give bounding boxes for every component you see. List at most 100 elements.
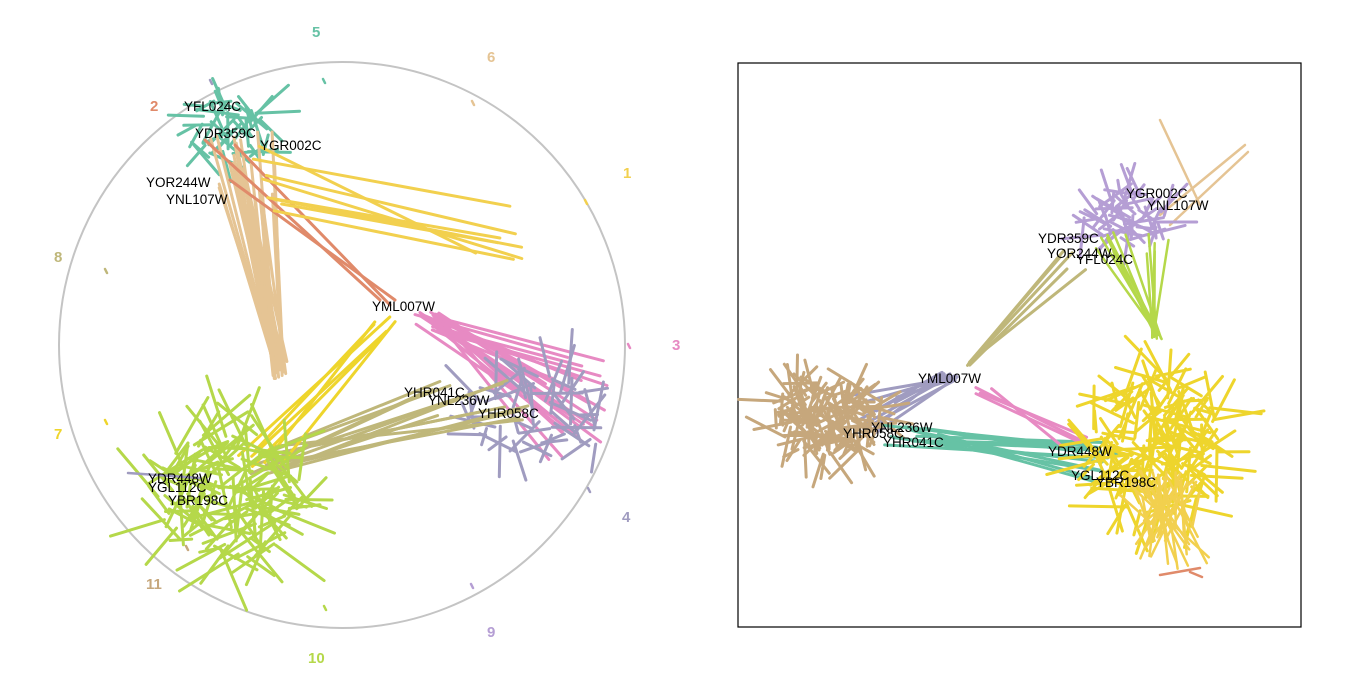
right-edge-yellow bbox=[1141, 359, 1162, 414]
right-edge-yellow bbox=[1193, 406, 1215, 416]
left-edge-lime bbox=[282, 418, 291, 484]
left-node-label: YBR198C bbox=[168, 493, 228, 508]
left-edge-lime bbox=[179, 464, 223, 477]
left-edge-lavender bbox=[511, 380, 523, 409]
right-edge-yellow bbox=[1142, 403, 1188, 419]
right-edge-brown bbox=[811, 452, 825, 489]
right-edge-brown bbox=[795, 353, 799, 392]
right-edge-violet bbox=[1113, 193, 1137, 216]
left-edge-lime bbox=[201, 393, 252, 437]
right-edge-brown bbox=[852, 384, 876, 416]
left-edge-teal bbox=[195, 108, 240, 117]
circle-marker bbox=[470, 99, 476, 107]
right-edge-yellow bbox=[1082, 424, 1121, 468]
right-edge-yellow bbox=[1197, 432, 1234, 458]
left-edge-teal bbox=[176, 124, 197, 137]
left-edge-pink bbox=[431, 325, 584, 368]
right-edge-violet bbox=[1132, 183, 1146, 200]
right-edge-violet bbox=[1099, 168, 1113, 202]
right-edge-violet bbox=[1117, 189, 1130, 209]
right-edge-violet bbox=[1122, 162, 1137, 202]
left-edge-teal bbox=[249, 109, 264, 147]
right-edge-olive bbox=[968, 255, 1062, 364]
right-edge-yellow bbox=[1123, 334, 1167, 380]
right-edge-yellow bbox=[1188, 428, 1222, 453]
right-edge-yellow bbox=[1211, 378, 1236, 423]
right-edge-yellow bbox=[1142, 409, 1173, 450]
circular-layout-panel: 1 2 3 4 5 6 7 8 9 10 11 YFL024C YDR359C … bbox=[54, 24, 680, 667]
left-edge-lime bbox=[200, 480, 218, 529]
left-edge-lime bbox=[199, 544, 230, 585]
left-edge-lavender bbox=[487, 435, 508, 452]
right-edge-tan bbox=[1168, 150, 1250, 227]
right-edge-violet bbox=[1071, 213, 1104, 237]
left-edge-lime bbox=[261, 448, 292, 455]
sector-label-5: 5 bbox=[312, 24, 320, 41]
right-edge-yellow bbox=[1093, 409, 1098, 434]
right-edge-brown bbox=[792, 372, 816, 396]
left-node-label: YOR244W bbox=[146, 175, 211, 190]
right-edge-teal bbox=[882, 424, 1099, 449]
left-edge-lavender bbox=[583, 388, 597, 428]
circle-marker bbox=[184, 544, 190, 552]
right-edge-brown bbox=[799, 375, 826, 393]
left-edge-yellow bbox=[250, 333, 386, 468]
sector-label-9: 9 bbox=[487, 624, 495, 641]
right-edges bbox=[737, 118, 1266, 579]
left-edge-lime bbox=[175, 542, 227, 572]
left-edge-tan bbox=[227, 161, 281, 372]
left-edge-lavender bbox=[517, 427, 552, 435]
right-edge-yellow bbox=[1190, 470, 1219, 498]
right-edge-gold bbox=[1190, 491, 1201, 529]
left-edges bbox=[109, 77, 609, 612]
left-edge-lime bbox=[270, 461, 297, 500]
left-edge-lime bbox=[216, 401, 259, 437]
right-edge-yellow bbox=[1075, 385, 1136, 408]
left-edge-lime bbox=[168, 537, 194, 542]
right-edge-yellow bbox=[1168, 453, 1176, 488]
left-edge-tan bbox=[232, 135, 277, 380]
right-edge-yellow bbox=[1045, 457, 1106, 476]
circle-marker bbox=[321, 77, 327, 85]
left-edge-lime bbox=[192, 410, 250, 447]
left-edge-teal bbox=[225, 115, 250, 120]
left-edge-lavender bbox=[511, 410, 520, 434]
left-edge-tan bbox=[257, 189, 281, 379]
left-node-label: YFL024C bbox=[184, 99, 241, 114]
right-edge-yellow bbox=[1163, 397, 1195, 409]
right-edge-brown bbox=[764, 391, 796, 403]
left-edge-lavender bbox=[483, 393, 503, 404]
right-edge-brown bbox=[802, 439, 831, 475]
right-edge-yellow bbox=[1154, 367, 1192, 378]
right-edge-violet bbox=[1130, 196, 1141, 211]
left-edge-teal bbox=[166, 113, 205, 118]
right-edge-gold bbox=[1171, 495, 1209, 565]
left-edge-olive bbox=[273, 418, 524, 448]
right-edge-yellow bbox=[1089, 401, 1136, 425]
left-node-label: YDR359C bbox=[195, 126, 256, 141]
right-edge-brown bbox=[818, 399, 837, 438]
right-edge-yellow bbox=[1133, 401, 1141, 440]
left-edge-teal bbox=[244, 104, 253, 129]
right-edge-yellow bbox=[1135, 409, 1162, 433]
sector-label-8: 8 bbox=[54, 249, 62, 266]
circle-marker bbox=[586, 486, 592, 494]
right-edge-pink bbox=[978, 391, 1089, 439]
right-edge-yellow bbox=[1140, 444, 1146, 475]
left-edge-teal bbox=[208, 100, 224, 129]
left-markers bbox=[103, 77, 632, 612]
right-edge-gold bbox=[1141, 496, 1152, 543]
left-edge-lime bbox=[272, 507, 336, 535]
left-edge-lime bbox=[171, 444, 190, 475]
left-edge-teal bbox=[182, 123, 217, 127]
left-edge-lime bbox=[205, 374, 228, 438]
right-edge-violet bbox=[1074, 217, 1098, 224]
left-edge-lavender bbox=[549, 383, 556, 415]
right-edge-yellow bbox=[1104, 475, 1124, 533]
left-edge-lavender bbox=[560, 438, 592, 461]
left-edge-lime bbox=[142, 453, 174, 492]
right-node-label: YHR058C bbox=[843, 426, 904, 441]
left-edge-lime bbox=[217, 521, 277, 561]
panel-frame bbox=[737, 62, 1302, 628]
left-edge-lime bbox=[167, 507, 212, 532]
